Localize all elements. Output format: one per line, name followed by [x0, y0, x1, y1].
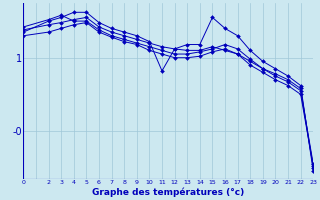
X-axis label: Graphe des températures (°c): Graphe des températures (°c) [92, 188, 244, 197]
